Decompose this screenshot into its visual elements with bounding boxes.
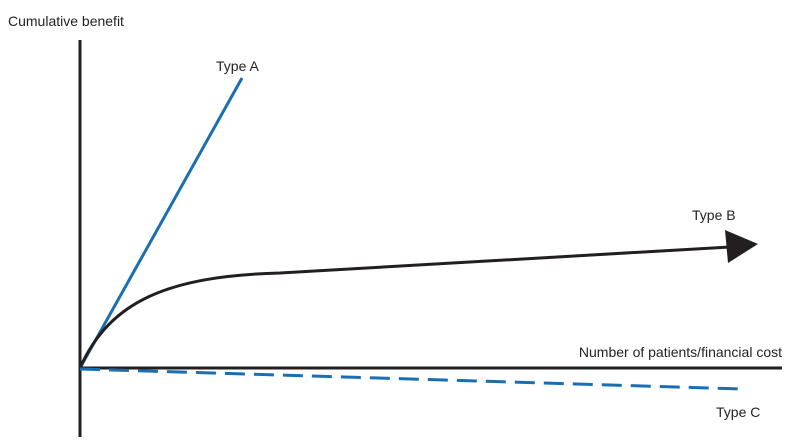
y-axis-label: Cumulative benefit	[8, 13, 124, 29]
type-b-curve	[78, 245, 731, 369]
type-b-label: Type B	[692, 207, 736, 223]
type-a-label: Type A	[216, 58, 259, 74]
type-c-label: Type C	[716, 404, 760, 420]
type-b-arrowhead	[725, 230, 758, 263]
x-axis-label: Number of patients/financial cost	[579, 344, 782, 360]
type-c-dashed-line	[79, 367, 743, 391]
type-a-line	[78, 77, 244, 369]
